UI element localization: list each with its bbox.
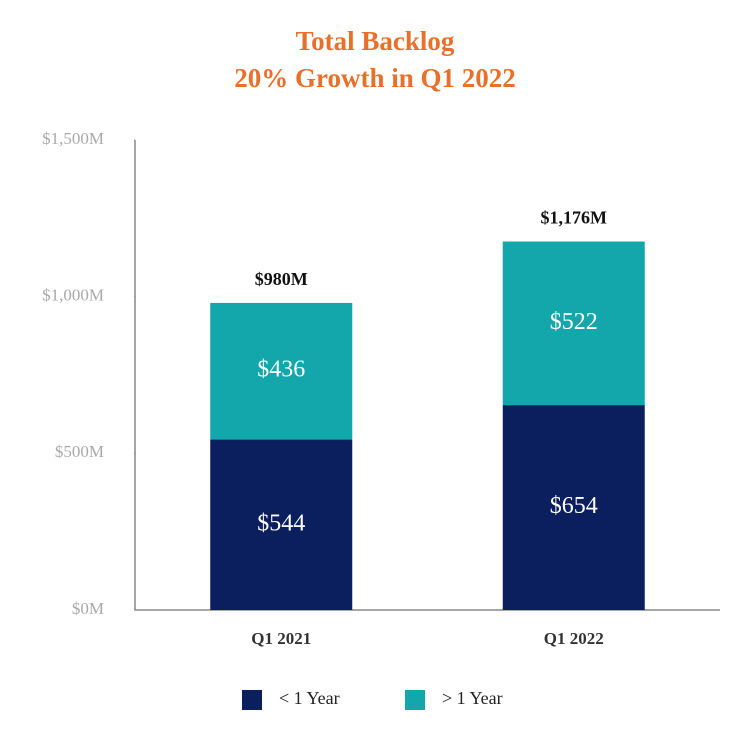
bar-segment bbox=[502, 405, 645, 610]
legend-swatch bbox=[405, 690, 425, 710]
x-tick-label: Q1 2022 bbox=[544, 629, 604, 648]
segment-label: $522 bbox=[550, 309, 598, 335]
total-label: $1,176M bbox=[541, 208, 608, 228]
legend-label: < 1 Year bbox=[279, 688, 340, 708]
segment-label: $544 bbox=[257, 510, 305, 536]
bar-segment bbox=[210, 439, 353, 610]
bar-segment bbox=[210, 302, 353, 440]
segment-label: $436 bbox=[257, 357, 305, 383]
legend-swatch bbox=[242, 690, 262, 710]
y-tick-label: $1,500M bbox=[42, 129, 104, 148]
bar-segment bbox=[502, 241, 645, 406]
legend-label: > 1 Year bbox=[442, 688, 503, 708]
y-tick-label: $0M bbox=[72, 599, 104, 618]
y-tick-label: $500M bbox=[55, 442, 104, 461]
x-tick-label: Q1 2021 bbox=[251, 629, 311, 648]
segment-label: $654 bbox=[550, 493, 598, 519]
total-label: $980M bbox=[255, 269, 308, 289]
chart-subtitle: 20% Growth in Q1 2022 bbox=[234, 63, 516, 93]
chart-title: Total Backlog bbox=[296, 26, 455, 56]
y-tick-label: $1,000M bbox=[42, 286, 104, 305]
